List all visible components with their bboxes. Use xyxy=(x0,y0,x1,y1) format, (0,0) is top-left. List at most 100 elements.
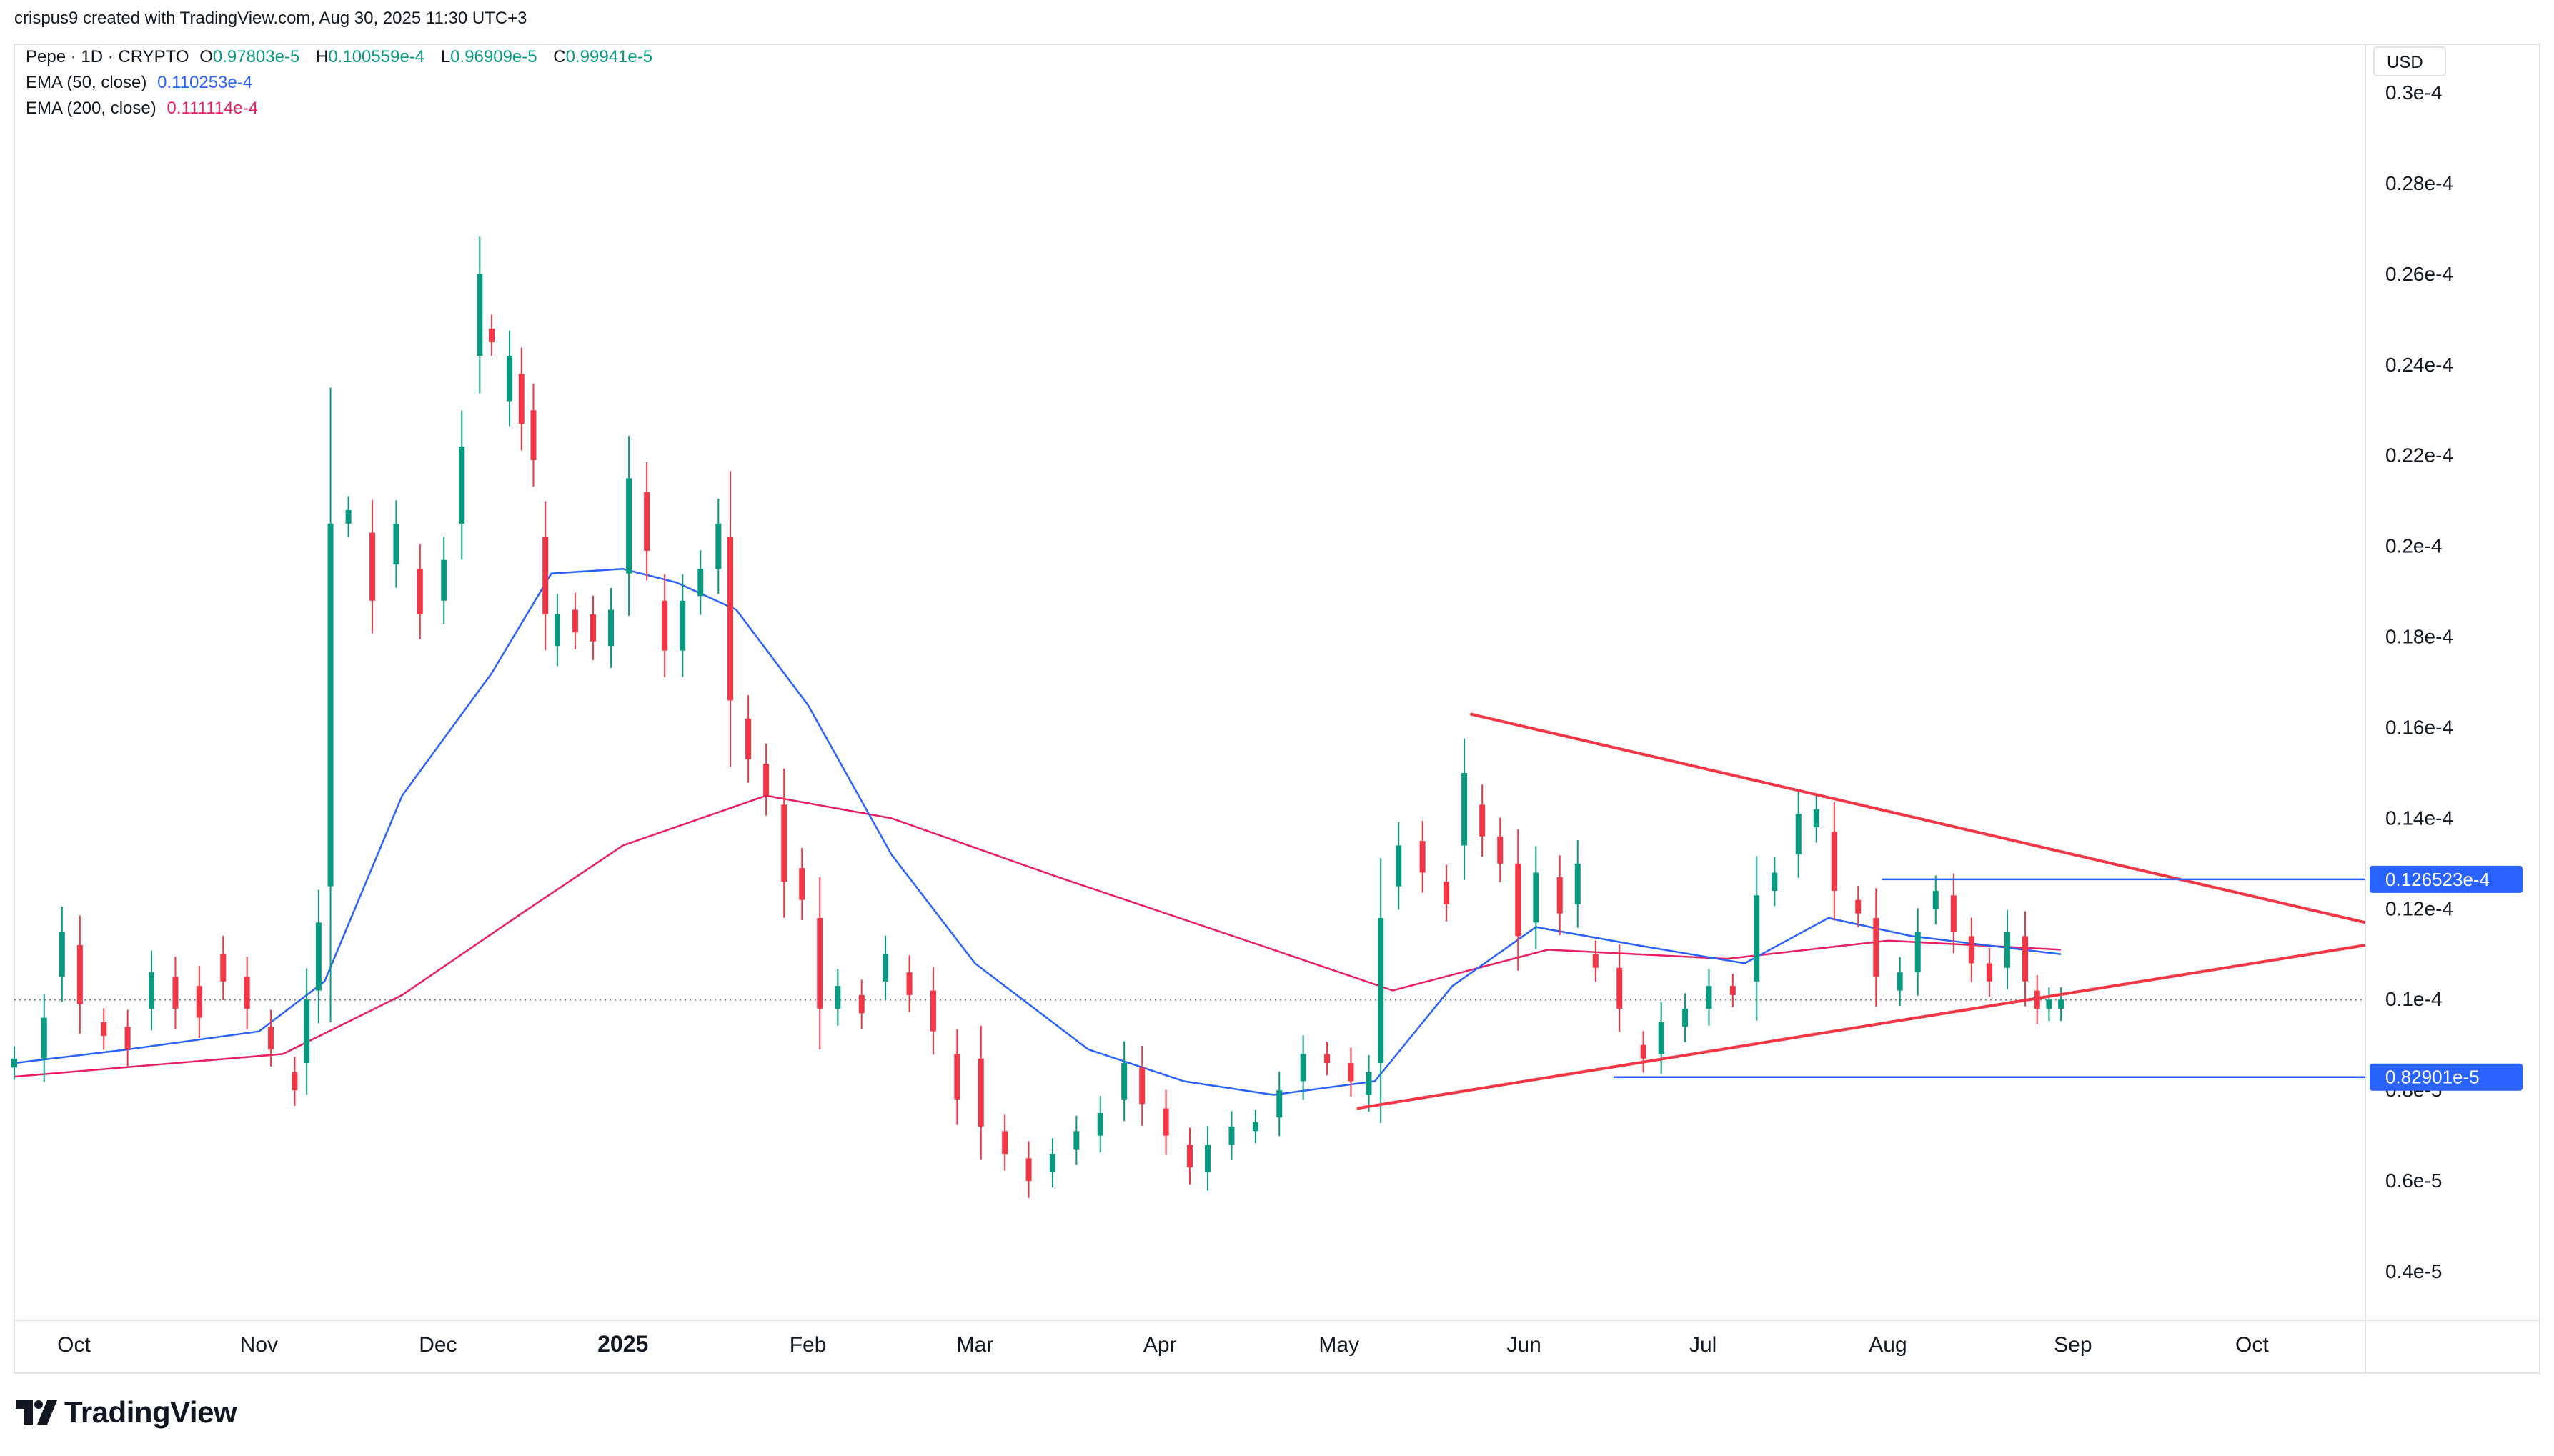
price-axis-tick-label[interactable]: 0.22e-4 xyxy=(2385,444,2453,467)
candle xyxy=(1616,944,1623,1032)
candle xyxy=(2022,911,2029,1007)
candle-body xyxy=(1396,845,1402,887)
time-axis[interactable]: Oct Nov Dec 2025 Feb Mar Apr May Jun Jul Aug Sep Oct xyxy=(57,1331,2269,1357)
time-axis-tick-label[interactable]: Oct xyxy=(2235,1333,2269,1357)
candle xyxy=(1855,886,1862,928)
price-axis-tick-label[interactable]: 0.18e-4 xyxy=(2385,626,2453,648)
candle-body xyxy=(1366,1072,1372,1095)
price-axis-tick-label[interactable]: 0.24e-4 xyxy=(2385,354,2453,376)
tradingview-logo[interactable]: TradingView xyxy=(16,1395,237,1430)
price-axis-tick-label[interactable]: 0.3e-4 xyxy=(2385,81,2442,104)
tradingview-logo-icon xyxy=(16,1400,57,1425)
candle xyxy=(1592,940,1599,982)
candle-body xyxy=(2004,932,2010,968)
candle xyxy=(626,436,632,617)
candle-body xyxy=(1813,809,1819,828)
candle-body xyxy=(1556,877,1563,914)
ohlc-close: C0.99941e-5 xyxy=(553,47,653,66)
time-axis-tick-label[interactable]: Apr xyxy=(1143,1333,1177,1357)
candle-body xyxy=(697,569,704,597)
price-axis-tick-label[interactable]: 0.16e-4 xyxy=(2385,716,2453,738)
currency-box[interactable] xyxy=(2373,46,2446,76)
price-axis-tick-label[interactable]: 0.28e-4 xyxy=(2385,172,2453,194)
candle-body xyxy=(1914,932,1921,973)
candle-body xyxy=(101,1022,107,1036)
candle xyxy=(292,1057,298,1106)
time-axis-tick-label[interactable]: Aug xyxy=(1869,1333,1907,1357)
candle-body xyxy=(417,569,423,614)
candle-body xyxy=(1097,1112,1103,1136)
time-axis-tick-label[interactable]: Jun xyxy=(1506,1333,1541,1357)
candle xyxy=(2004,909,2010,990)
time-axis-tick-label[interactable]: Jul xyxy=(1689,1333,1716,1357)
time-axis-tick-label[interactable]: 2025 xyxy=(597,1331,648,1357)
currency-selector[interactable]: USD xyxy=(2373,46,2446,76)
candle-body xyxy=(662,600,668,651)
trendlines[interactable] xyxy=(1356,712,2366,1110)
time-axis-tick-label[interactable]: Nov xyxy=(240,1333,278,1357)
candle-body xyxy=(459,447,465,524)
candle xyxy=(1049,1138,1055,1187)
candle-body xyxy=(1419,841,1426,873)
ema50-legend[interactable]: EMA (50, close) 0.110253e-4 xyxy=(26,73,258,93)
candle xyxy=(530,384,537,487)
candle xyxy=(369,499,376,634)
candle xyxy=(441,536,447,624)
price-axis[interactable]: 0.3e-4 0.28e-4 0.26e-4 0.24e-4 0.22e-4 0.2e-4… xyxy=(2373,46,2453,1282)
candle-body xyxy=(477,274,483,356)
candle-body xyxy=(1002,1131,1008,1154)
candle-body xyxy=(1754,895,1760,982)
candle-body xyxy=(1479,804,1486,837)
candle-body xyxy=(1968,936,1974,964)
price-axis-tick-label[interactable]: 0.14e-4 xyxy=(2385,807,2453,829)
ohlc-open: O0.97803e-5 xyxy=(199,47,300,66)
candle xyxy=(858,979,865,1029)
time-axis-tick-label[interactable]: Oct xyxy=(57,1333,91,1357)
candle-body xyxy=(292,1072,298,1091)
candle xyxy=(1378,858,1384,1123)
candle xyxy=(662,574,668,677)
candle-body xyxy=(1163,1108,1169,1136)
time-axis-tick-label[interactable]: Dec xyxy=(419,1333,457,1357)
candle xyxy=(1986,947,1992,997)
candle-body xyxy=(1324,1054,1331,1064)
price-axis-tick-label[interactable]: 0.4e-5 xyxy=(2385,1260,2442,1282)
candle-body xyxy=(2022,936,2029,982)
price-axis-tick-label[interactable]: 0.12e-4 xyxy=(2385,897,2453,919)
candle xyxy=(1729,974,1736,1008)
price-axis-tick-label[interactable]: 0.1e-4 xyxy=(2385,988,2442,1010)
candle-body xyxy=(835,986,841,1009)
trendline[interactable] xyxy=(1356,944,2366,1110)
candle-body xyxy=(11,1058,17,1068)
candle xyxy=(1914,908,1921,996)
candle-body xyxy=(715,523,722,569)
candle-body xyxy=(1139,1067,1146,1105)
candle xyxy=(906,955,913,1012)
candles xyxy=(11,236,2064,1198)
trendline[interactable] xyxy=(1470,712,2366,924)
time-axis-tick-label[interactable]: Feb xyxy=(790,1333,827,1357)
candle xyxy=(1515,829,1521,971)
price-axis-tick-label[interactable]: 0.26e-4 xyxy=(2385,263,2453,285)
candle-body xyxy=(1831,832,1837,891)
candle xyxy=(1658,1002,1664,1074)
time-axis-tick-label[interactable]: Mar xyxy=(957,1333,994,1357)
ema200-label: EMA (200, close) xyxy=(26,99,156,118)
ema200-legend[interactable]: EMA (200, close) 0.111114e-4 xyxy=(26,99,264,119)
time-axis-tick-label[interactable]: Sep xyxy=(2054,1333,2092,1357)
price-axis-tick-label[interactable]: 0.2e-4 xyxy=(2385,535,2442,557)
candle-body xyxy=(1121,1063,1128,1100)
candle xyxy=(1252,1110,1258,1144)
candle xyxy=(1556,855,1563,936)
candle-body xyxy=(1515,863,1521,937)
candle xyxy=(2046,987,2052,1022)
candle xyxy=(1366,1054,1372,1112)
candle-body xyxy=(244,977,250,1009)
candle-body xyxy=(680,600,686,651)
horizontal-levels[interactable] xyxy=(1613,878,2365,1078)
price-axis-tick-label[interactable]: 0.6e-5 xyxy=(2385,1170,2442,1192)
candle xyxy=(1324,1042,1331,1076)
candle xyxy=(763,743,770,816)
time-axis-tick-label[interactable]: May xyxy=(1318,1333,1359,1357)
